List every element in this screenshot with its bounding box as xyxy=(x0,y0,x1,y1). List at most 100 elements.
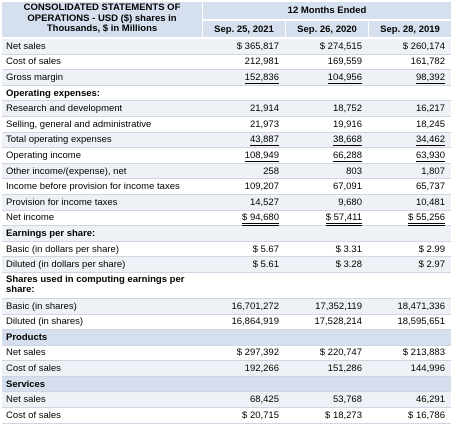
date-header: Sep. 26, 2020 xyxy=(285,21,368,39)
value-cell: $ 18,273 xyxy=(285,408,368,424)
cell-value: 9,680 xyxy=(338,196,362,208)
table-row: Basic (in dollars per share) $ 5.67 $ 3.31… xyxy=(2,241,451,258)
value-cell: $ 20,715 xyxy=(202,408,285,424)
row-label: Diluted (in shares) xyxy=(2,314,202,331)
value-cell xyxy=(368,226,451,242)
value-cell: $ 57,411 xyxy=(285,210,368,227)
cell-value: 144,996 xyxy=(410,363,445,375)
value-cell: 18,595,651 xyxy=(368,314,451,331)
date-header: Sep. 28, 2019 xyxy=(368,21,451,39)
value-cell: 46,291 xyxy=(368,392,451,409)
table-row: Income before provision for income taxes… xyxy=(2,179,451,195)
value-cell xyxy=(285,330,368,346)
cell-value: 34,462 xyxy=(415,134,445,147)
table-row: Operating income 108,949 66,288 63,930 xyxy=(2,148,451,164)
value-cell: 169,559 xyxy=(285,54,368,71)
table-row: Net sales 68,425 53,768 46,291 xyxy=(2,392,451,409)
cell-value: 43,887 xyxy=(249,134,279,147)
value-cell: 18,471,336 xyxy=(368,298,451,315)
value-cell: 21,973 xyxy=(202,116,285,133)
cell-value: 98,392 xyxy=(415,71,445,84)
cell-value: $ 213,883 xyxy=(402,347,445,359)
value-cell: 53,768 xyxy=(285,392,368,409)
cell-value: 161,782 xyxy=(410,56,445,68)
cell-value: 258 xyxy=(263,165,279,177)
cell-value: $ 365,817 xyxy=(236,40,279,52)
row-label: Net income xyxy=(2,210,202,227)
row-label: Cost of sales xyxy=(2,361,202,377)
value-cell: 144,996 xyxy=(368,361,451,377)
value-cell: 212,981 xyxy=(202,54,285,71)
table-row: Diluted (in dollars per share) $ 5.61 $ 3.… xyxy=(2,257,451,273)
cell-value: $ 220,747 xyxy=(319,347,362,359)
value-cell: $ 3.28 xyxy=(285,257,368,273)
table-row: Cost of sales 192,266 151,286 144,996 xyxy=(2,361,451,377)
value-cell xyxy=(202,226,285,242)
cell-value: $ 16,786 xyxy=(408,409,445,421)
value-cell: 98,392 xyxy=(368,70,451,86)
row-label: Research and development xyxy=(2,101,202,117)
value-cell: 34,462 xyxy=(368,132,451,149)
row-label: Services xyxy=(2,376,202,393)
value-cell: 161,782 xyxy=(368,54,451,71)
cell-value: 19,916 xyxy=(332,118,362,130)
cell-value: $ 260,174 xyxy=(402,40,445,52)
cell-value: 18,471,336 xyxy=(397,300,445,312)
cell-value: 38,668 xyxy=(332,134,362,147)
value-cell xyxy=(285,85,368,102)
cell-value: 1,807 xyxy=(421,165,445,177)
value-cell: 803 xyxy=(285,163,368,180)
table-row: Gross margin 152,836 104,956 98,392 xyxy=(2,70,451,86)
row-label: Other income/(expense), net xyxy=(2,163,202,180)
value-cell: $ 5.67 xyxy=(202,241,285,258)
value-cell: 14,527 xyxy=(202,194,285,211)
table-row: Selling, general and administrative 21,97… xyxy=(2,116,451,133)
value-cell xyxy=(285,226,368,242)
value-cell xyxy=(202,376,285,393)
row-label: Income before provision for income taxes xyxy=(2,179,202,195)
value-cell: $ 274,515 xyxy=(285,39,368,55)
value-cell: 16,701,272 xyxy=(202,298,285,315)
cell-value: 104,956 xyxy=(327,71,362,84)
row-label: Net sales xyxy=(2,39,202,55)
table-header: CONSOLIDATED STATEMENTS OF OPERATIONS - … xyxy=(2,2,451,39)
cell-value: 16,701,272 xyxy=(231,300,279,312)
value-cell: 1,807 xyxy=(368,163,451,180)
row-label: Gross margin xyxy=(2,70,202,86)
row-label: Basic (in dollars per share) xyxy=(2,241,202,258)
value-cell: 192,266 xyxy=(202,361,285,377)
value-cell: 18,245 xyxy=(368,116,451,133)
cell-value: 21,914 xyxy=(249,103,279,115)
value-cell: 108,949 xyxy=(202,148,285,164)
value-cell: 38,668 xyxy=(285,132,368,149)
value-cell: 10,481 xyxy=(368,194,451,211)
cell-value: 65,737 xyxy=(415,181,445,193)
cell-value: 10,481 xyxy=(415,196,445,208)
segment-header-row: Services xyxy=(2,376,451,393)
value-cell: 16,864,919 xyxy=(202,314,285,331)
value-cell xyxy=(368,376,451,393)
value-cell: $ 55,256 xyxy=(368,210,451,227)
value-cell xyxy=(202,330,285,346)
cell-value: $ 3.31 xyxy=(335,243,362,255)
cell-value: 108,949 xyxy=(244,149,279,162)
row-label: Operating income xyxy=(2,148,202,164)
value-cell: $ 213,883 xyxy=(368,345,451,362)
row-label: Net sales xyxy=(2,392,202,409)
value-cell: 67,091 xyxy=(285,179,368,195)
row-label: Diluted (in dollars per share) xyxy=(2,257,202,273)
cell-value: 212,981 xyxy=(244,56,279,68)
table-row: Net sales $ 297,392 $ 220,747 $ 213,883 xyxy=(2,345,451,362)
value-cell: $ 3.31 xyxy=(285,241,368,258)
cell-value: 16,217 xyxy=(415,103,445,115)
section-header-row: Earnings per share: xyxy=(2,226,451,242)
table-row: Basic (in shares) 16,701,272 17,352,119 18,… xyxy=(2,298,451,315)
row-label: Operating expenses: xyxy=(2,85,202,102)
cell-value: 18,752 xyxy=(332,103,362,115)
table-row: Total operating expenses 43,887 38,668 34,4… xyxy=(2,132,451,149)
cell-value: 68,425 xyxy=(249,394,279,406)
cell-value: $ 274,515 xyxy=(319,40,362,52)
cell-value: 14,527 xyxy=(249,196,279,208)
cell-value: 17,528,214 xyxy=(314,316,362,328)
date-header: Sep. 25, 2021 xyxy=(202,21,285,39)
